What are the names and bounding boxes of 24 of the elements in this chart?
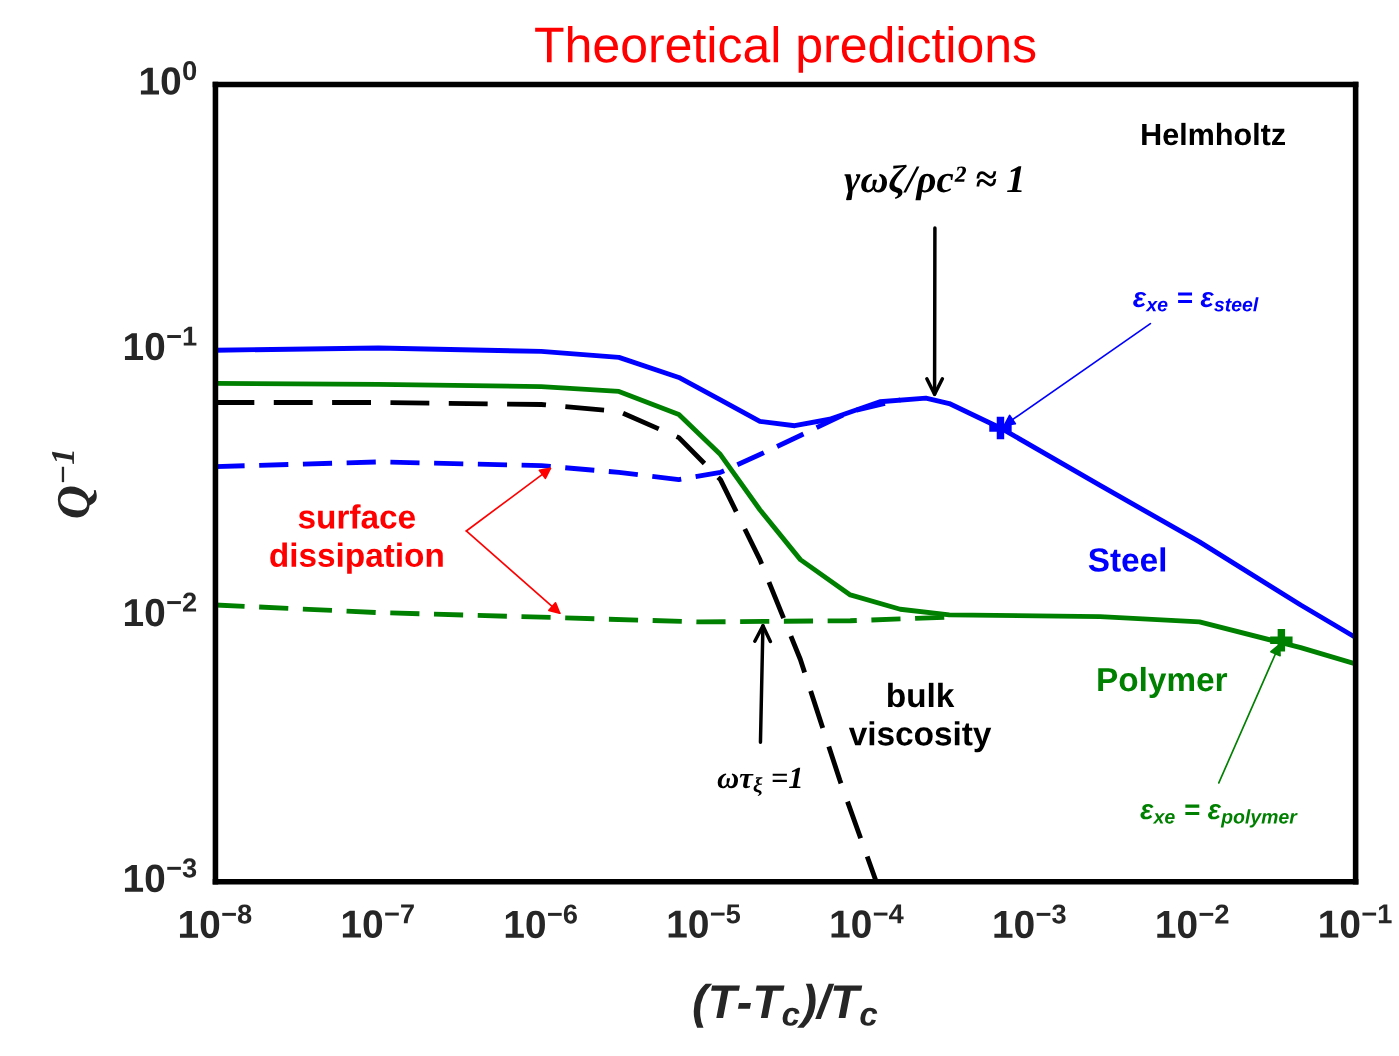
annotation: ωτ$_{ξ}$ =1 — [717, 767, 801, 796]
x-tick-label: 10$^{−7}$ — [342, 904, 414, 938]
x-tick-label: 10$^{−8}$ — [179, 904, 252, 939]
y-tick-label: 10$^{−3}$ — [124, 858, 197, 893]
annotation: surface dissipation — [270, 504, 443, 574]
x-tick-label: 10$^{−4}$ — [831, 904, 904, 938]
y-tick-label: 10$^{0}$ — [140, 61, 197, 95]
x-tick-label: 10$^{−3}$ — [994, 904, 1066, 939]
x-axis-title: (T-T$_{c}$)/T$_{c}$ — [693, 983, 878, 1028]
chart-title: Theoretical predictions — [535, 26, 1036, 73]
x-tick-label: 10$^{−1}$ — [1320, 904, 1392, 938]
y-tick-label: 10$^{−1}$ — [124, 326, 197, 361]
annotation: Helmholtz — [1142, 122, 1285, 146]
x-tick-label: 10$^{−2}$ — [1157, 904, 1229, 939]
y-tick-label: 10$^{−2}$ — [124, 592, 197, 627]
y-axis-title: Q$^{−1}$ — [52, 451, 97, 518]
annotation: ε$_{xe}$ = ε$_{polymer}$ — [1140, 804, 1298, 828]
x-tick-label: 10$^{−6}$ — [505, 904, 577, 939]
x-tick-label: 10$^{−5}$ — [668, 904, 741, 938]
annotation: bulk viscosity — [848, 682, 992, 753]
annotation: ε$_{xe}$ = ε$_{steel}$ — [1133, 291, 1259, 312]
series-label: Polymer — [1098, 666, 1228, 698]
series-label: Steel — [1088, 547, 1166, 572]
annotation: γωζ/ρc² ≈ 1 — [844, 164, 1022, 201]
